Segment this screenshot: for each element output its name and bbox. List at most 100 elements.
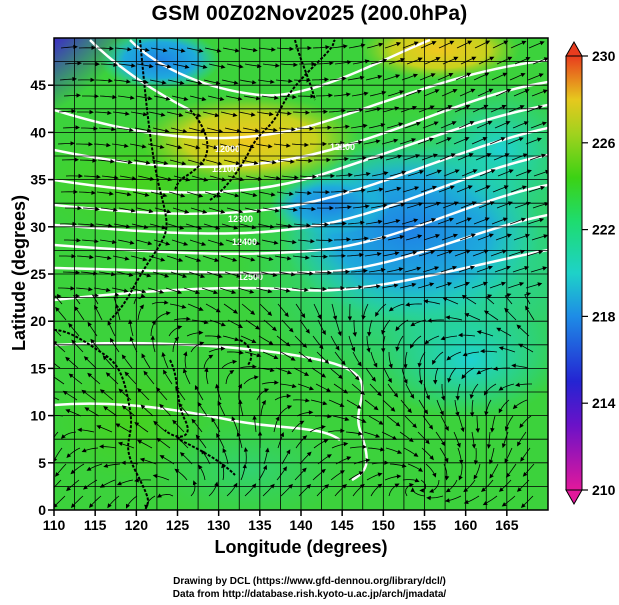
- streamline: [422, 267, 437, 273]
- streamline: [97, 159, 112, 162]
- streamline: [402, 187, 417, 193]
- streamline: [54, 295, 63, 305]
- streamline-arrowhead: [348, 172, 353, 178]
- streamline-arrowhead: [317, 314, 322, 320]
- streamline-arrowhead: [220, 322, 226, 327]
- streamline: [161, 405, 172, 417]
- streamline-arrowhead: [90, 338, 95, 344]
- streamline: [382, 252, 397, 257]
- streamline-arrowhead: [489, 56, 495, 61]
- streamline-arrowhead: [125, 224, 131, 229]
- streamline: [168, 47, 183, 52]
- streamline-arrowhead: [103, 463, 109, 468]
- streamline-arrowhead: [446, 355, 452, 361]
- streamline: [240, 335, 254, 342]
- streamline: [528, 42, 543, 49]
- streamline: [405, 383, 413, 397]
- streamline: [335, 174, 350, 177]
- streamline-arrowhead: [342, 221, 347, 226]
- streamline: [112, 111, 127, 115]
- streamline-arrowhead: [337, 331, 342, 337]
- streamline-arrowhead: [198, 464, 203, 470]
- streamline: [384, 43, 399, 49]
- streamline-arrowhead: [458, 332, 463, 338]
- streamline: [293, 367, 307, 375]
- streamline-arrowhead: [270, 79, 275, 84]
- streamline-arrowhead: [376, 284, 381, 289]
- streamline: [184, 370, 191, 385]
- streamline-arrowhead: [359, 75, 365, 80]
- streamline-arrowhead: [461, 374, 466, 380]
- streamline: [225, 371, 233, 385]
- streamline-arrowhead: [88, 142, 93, 147]
- streamline-arrowhead: [538, 250, 544, 255]
- streamline-arrowhead: [470, 233, 476, 238]
- streamline-arrowhead: [388, 306, 394, 312]
- streamline: [142, 406, 154, 417]
- streamline: [486, 311, 499, 321]
- streamline: [334, 485, 345, 497]
- streamline-arrowhead: [256, 208, 262, 214]
- streamline-arrowhead: [161, 80, 167, 85]
- streamline-arrowhead: [390, 407, 396, 412]
- streamline: [399, 284, 414, 289]
- streamline: [345, 431, 360, 435]
- streamline-arrowhead: [520, 456, 525, 462]
- streamline-arrowhead: [164, 300, 169, 305]
- streamline: [454, 399, 458, 414]
- streamline: [168, 191, 183, 197]
- streamline-arrowhead: [538, 73, 544, 78]
- streamline: [448, 351, 462, 359]
- streamline: [159, 494, 174, 497]
- streamline: [295, 303, 304, 316]
- streamline-arrowhead: [512, 404, 518, 410]
- y-tick-label: 15: [30, 360, 46, 376]
- streamline-arrowhead: [208, 354, 214, 359]
- streamline-arrowhead: [265, 447, 270, 453]
- streamline: [419, 74, 434, 81]
- streamline: [258, 191, 273, 196]
- streamline: [181, 453, 193, 465]
- streamline-arrowhead: [325, 45, 330, 50]
- streamline: [226, 63, 241, 68]
- streamline: [425, 170, 440, 177]
- streamline-arrowhead: [419, 488, 424, 493]
- y-tick-label: 25: [30, 266, 46, 282]
- streamline: [241, 159, 256, 164]
- streamline: [104, 357, 115, 369]
- streamline: [204, 47, 219, 52]
- streamline-arrowhead: [506, 293, 512, 298]
- streamline: [434, 367, 439, 382]
- streamline: [327, 430, 342, 433]
- streamline: [198, 404, 208, 417]
- streamline: [280, 207, 295, 211]
- x-axis-title: Longitude (degrees): [214, 537, 388, 557]
- streamline: [500, 479, 512, 491]
- wind-streamlines: [54, 40, 548, 510]
- streamline: [458, 415, 464, 430]
- streamline-arrowhead: [323, 109, 328, 114]
- streamline-arrowhead: [74, 306, 79, 311]
- streamline: [262, 485, 273, 497]
- streamline-arrowhead: [501, 281, 507, 286]
- streamline: [465, 351, 480, 356]
- streamline: [291, 143, 307, 146]
- streamline: [119, 479, 134, 485]
- streamline-arrowhead: [321, 330, 326, 336]
- streamline-arrowhead: [111, 127, 116, 132]
- streamline-arrowhead: [130, 95, 135, 100]
- streamline: [311, 223, 327, 225]
- streamline-arrowhead: [378, 187, 384, 192]
- streamline: [136, 479, 152, 481]
- streamline: [367, 447, 382, 451]
- streamline: [509, 74, 523, 81]
- streamline: [111, 287, 126, 292]
- colorbar-tick-label: 218: [592, 308, 616, 324]
- streamline-arrowhead: [142, 256, 148, 262]
- streamline-arrowhead: [470, 88, 476, 93]
- streamline: [108, 495, 120, 507]
- streamline-arrowhead: [392, 435, 398, 440]
- streamline: [129, 287, 144, 293]
- streamline-arrowhead: [377, 74, 383, 80]
- streamline-arrowhead: [254, 128, 260, 133]
